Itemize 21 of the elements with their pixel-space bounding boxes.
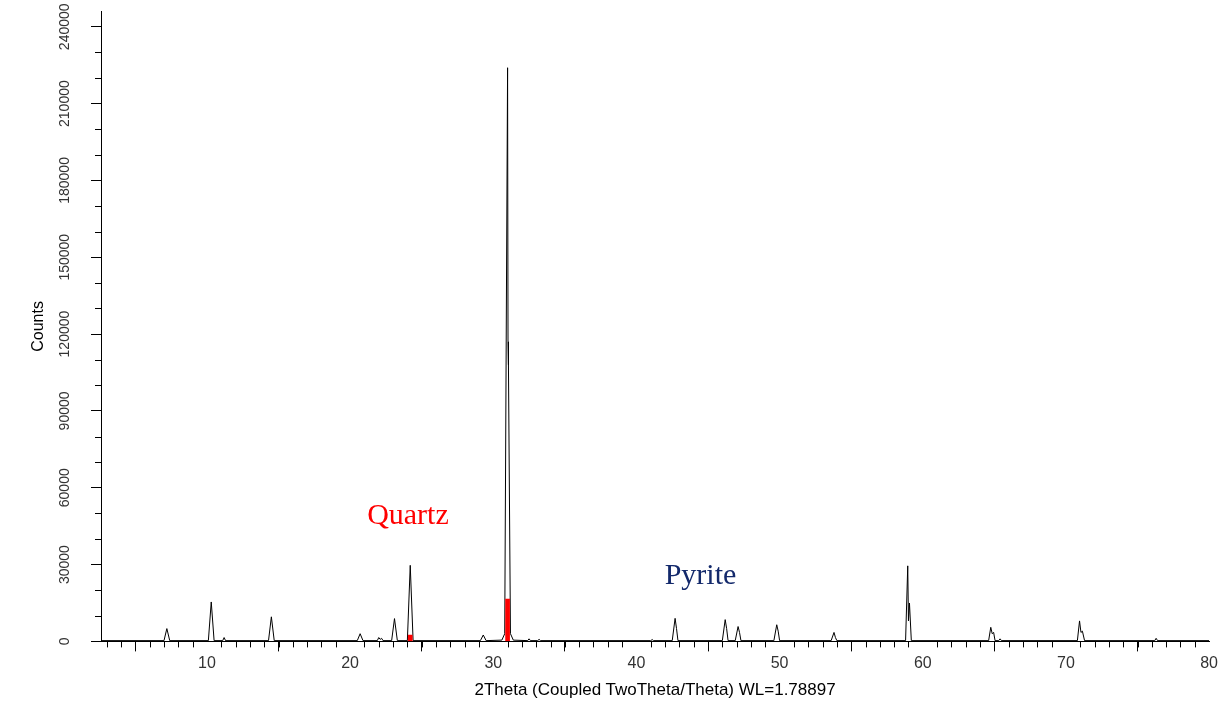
x-tick-label: 30 bbox=[484, 654, 503, 672]
x-tick-label: 80 bbox=[1200, 654, 1219, 672]
y-tick-label: 0 bbox=[55, 637, 72, 646]
y-tick-label: 30000 bbox=[55, 544, 72, 585]
x-tick-label: 70 bbox=[1057, 654, 1075, 672]
y-tick-label: 90000 bbox=[55, 391, 72, 431]
y-tick-label: 240000 bbox=[55, 3, 72, 51]
y-axis-title: Counts bbox=[29, 301, 47, 352]
y-tick-label: 120000 bbox=[55, 310, 72, 358]
annotation: Quartz bbox=[367, 496, 449, 530]
annotation: Pyrite bbox=[664, 556, 737, 590]
y-tick-label: 60000 bbox=[55, 468, 72, 508]
x-tick-label: 10 bbox=[198, 654, 216, 672]
x-axis-title: 2Theta (Coupled TwoTheta/Theta) WL=1.78897 bbox=[474, 680, 836, 700]
x-tick-label: 60 bbox=[913, 654, 932, 672]
x-tick-label: 20 bbox=[341, 654, 360, 672]
y-tick-label: 150000 bbox=[55, 233, 72, 281]
y-tick-label: 180000 bbox=[55, 156, 72, 204]
x-tick-label: 50 bbox=[770, 654, 789, 672]
y-tick-label: 210000 bbox=[55, 80, 72, 127]
x-tick-label: 40 bbox=[627, 654, 646, 672]
